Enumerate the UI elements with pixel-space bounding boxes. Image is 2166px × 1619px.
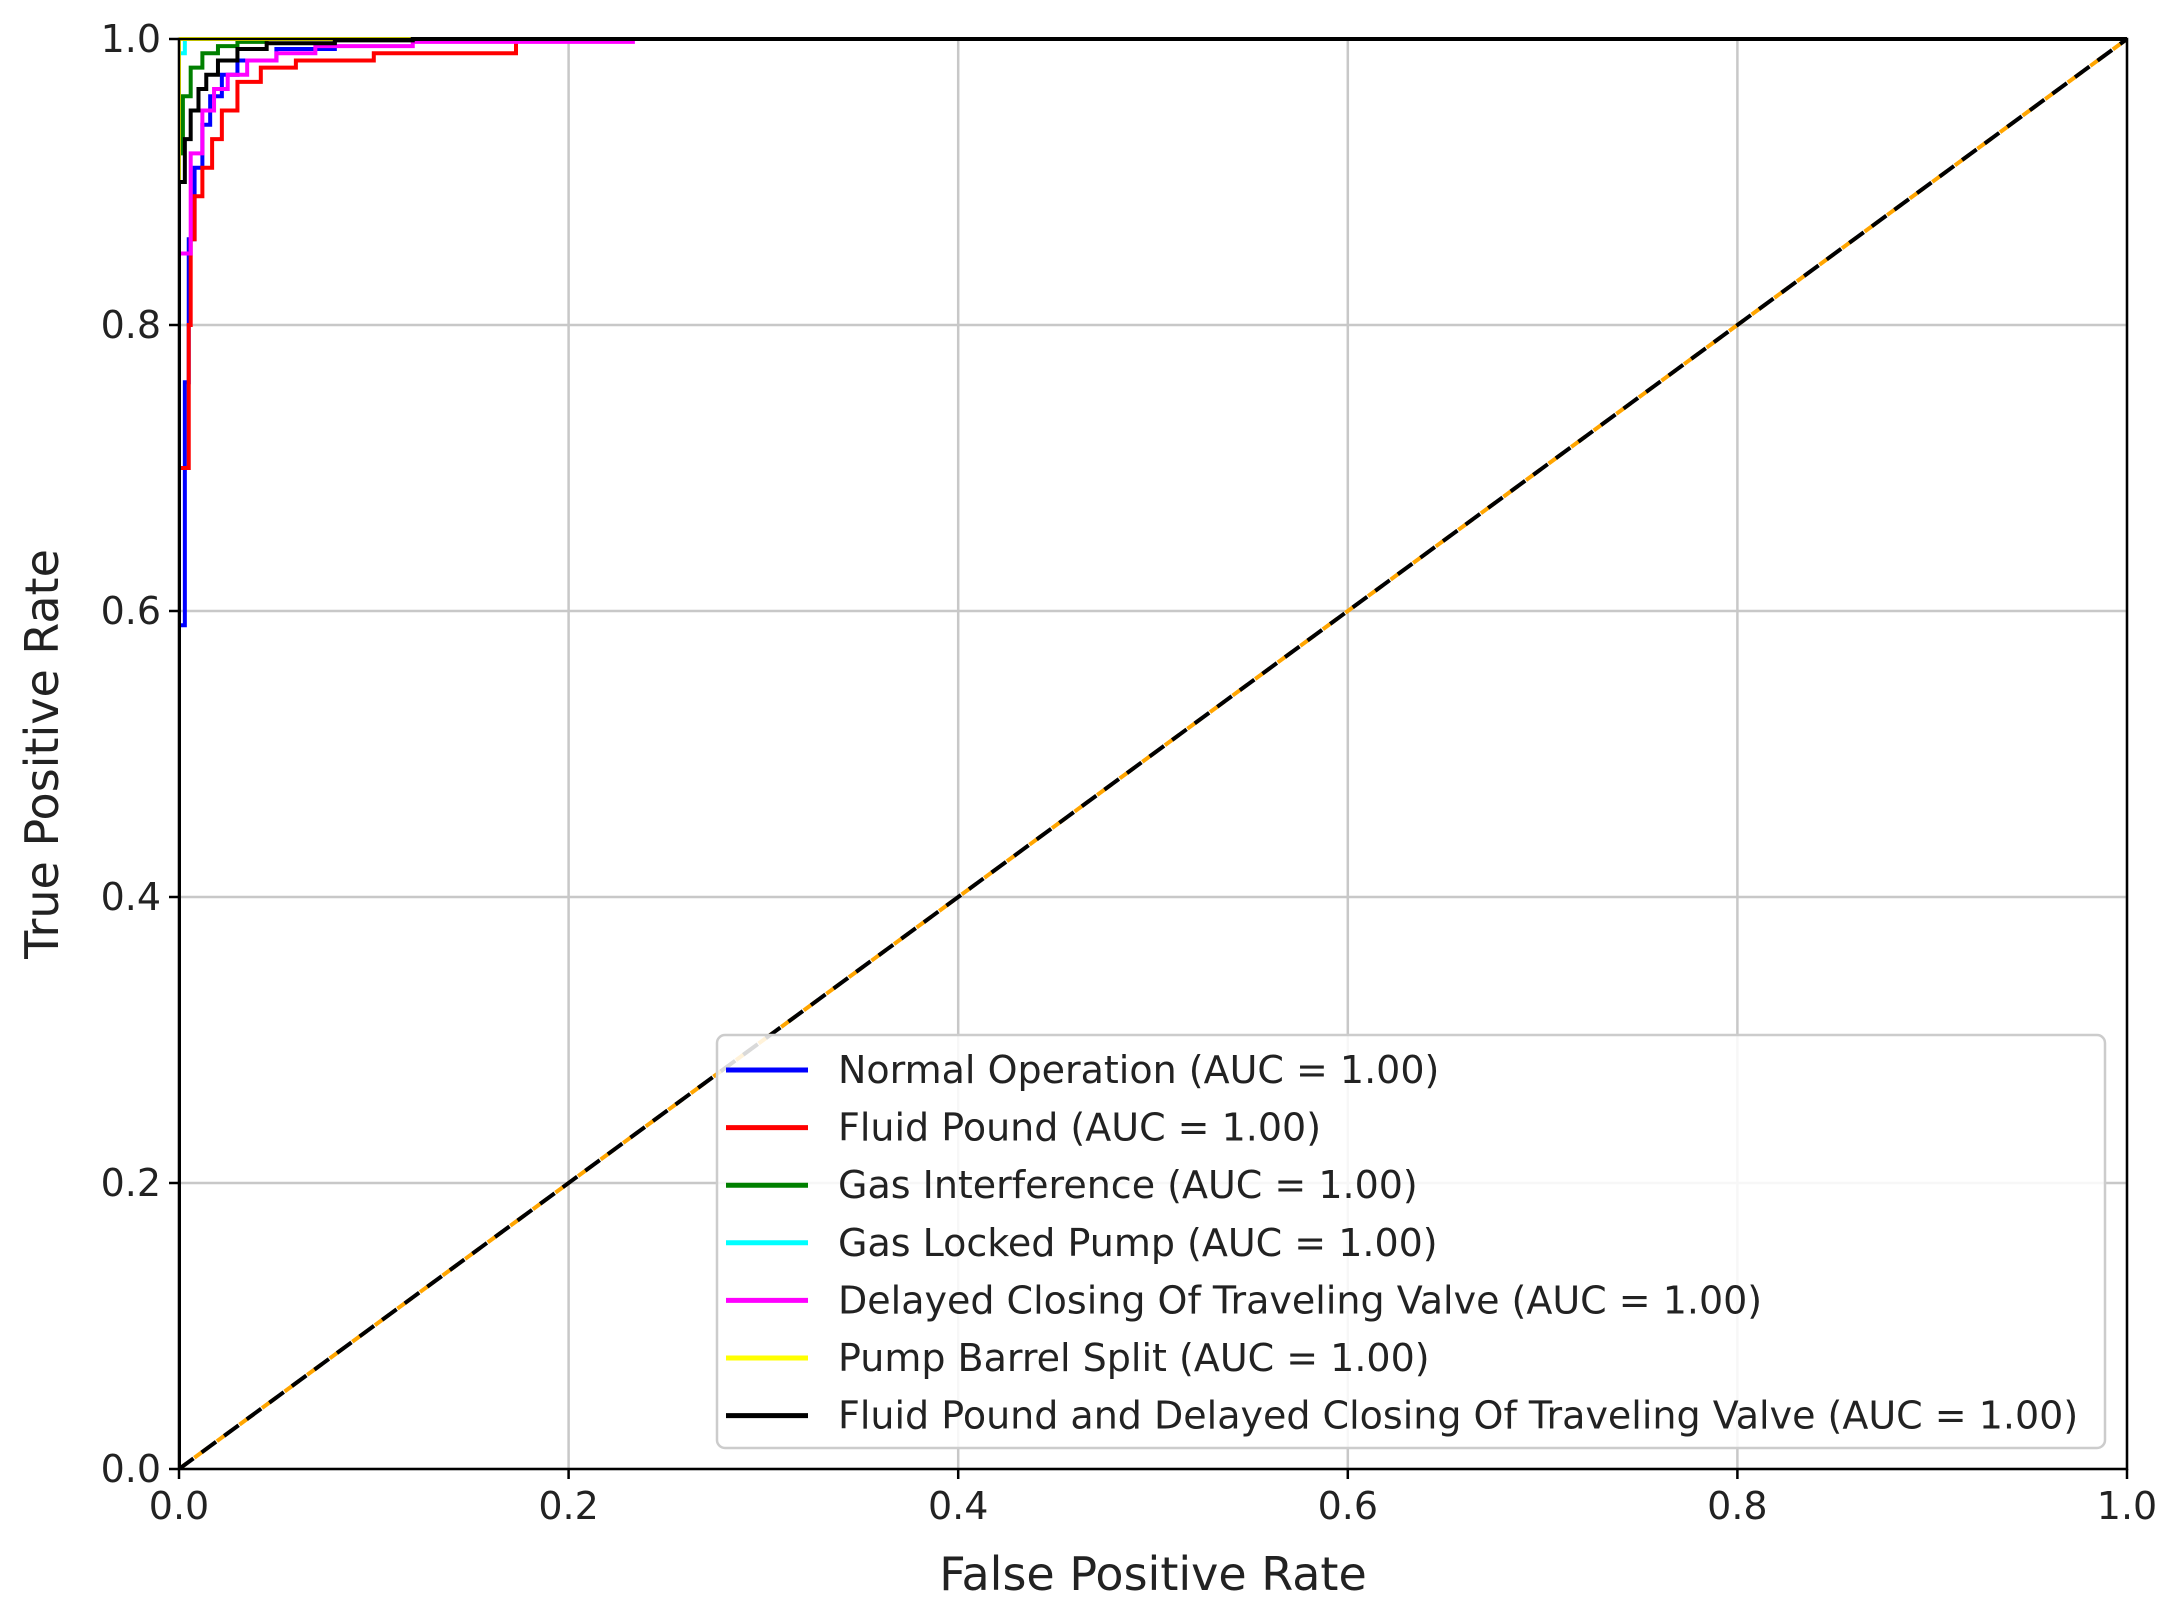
reference-line xyxy=(179,37,2129,1469)
y-tick-label-5: 1.0 xyxy=(101,17,161,61)
grid-layer xyxy=(177,37,2129,1471)
plot-frame xyxy=(177,37,2129,1471)
legend-label-0: Normal Operation (AUC = 1.00) xyxy=(838,1048,1439,1092)
legend-box xyxy=(715,1033,2107,1450)
y-tick-label-2: 0.4 xyxy=(101,875,161,919)
y-tick-label-1: 0.2 xyxy=(101,1161,161,1205)
y-tick-label-3: 0.6 xyxy=(101,589,161,633)
x-tick-label-1: 0.2 xyxy=(538,1484,598,1528)
ticks-layer: 0.0 0.2 0.4 0.6 0.8 1.0 0.0 0.2 0.4 0.6 0.8 1.0 xyxy=(101,17,2158,1528)
legend-label-3: Gas Locked Pump (AUC = 1.00) xyxy=(838,1221,1438,1265)
x-tick-label-0: 0.0 xyxy=(149,1484,209,1528)
x-axis-title: False Positive Rate xyxy=(939,1547,1367,1601)
x-tick-label-5: 1.0 xyxy=(2097,1484,2157,1528)
x-tick-label-3: 0.6 xyxy=(1318,1484,1378,1528)
legend: Normal Operation (AUC = 1.00) Fluid Pound… xyxy=(715,1033,2107,1450)
series-line-4 xyxy=(179,37,2127,1469)
legend-label-4: Delayed Closing Of Traveling Valve (AUC … xyxy=(838,1278,1762,1322)
legend-label-5: Pump Barrel Split (AUC = 1.00) xyxy=(838,1336,1430,1380)
series-line-2 xyxy=(179,37,2127,1469)
y-axis-title: True Positive Rate xyxy=(15,549,69,960)
x-tick-label-4: 0.8 xyxy=(1707,1484,1767,1528)
y-tick-label-0: 0.0 xyxy=(101,1447,161,1491)
legend-label-6: Fluid Pound and Delayed Closing Of Trave… xyxy=(838,1394,2078,1438)
y-tick-label-4: 0.8 xyxy=(101,303,161,347)
series-line-1 xyxy=(179,37,2127,1469)
x-tick-label-2: 0.4 xyxy=(928,1484,988,1528)
legend-label-2: Gas Interference (AUC = 1.00) xyxy=(838,1163,1418,1207)
series-line-6 xyxy=(179,37,2127,1469)
legend-label-1: Fluid Pound (AUC = 1.00) xyxy=(838,1106,1321,1150)
